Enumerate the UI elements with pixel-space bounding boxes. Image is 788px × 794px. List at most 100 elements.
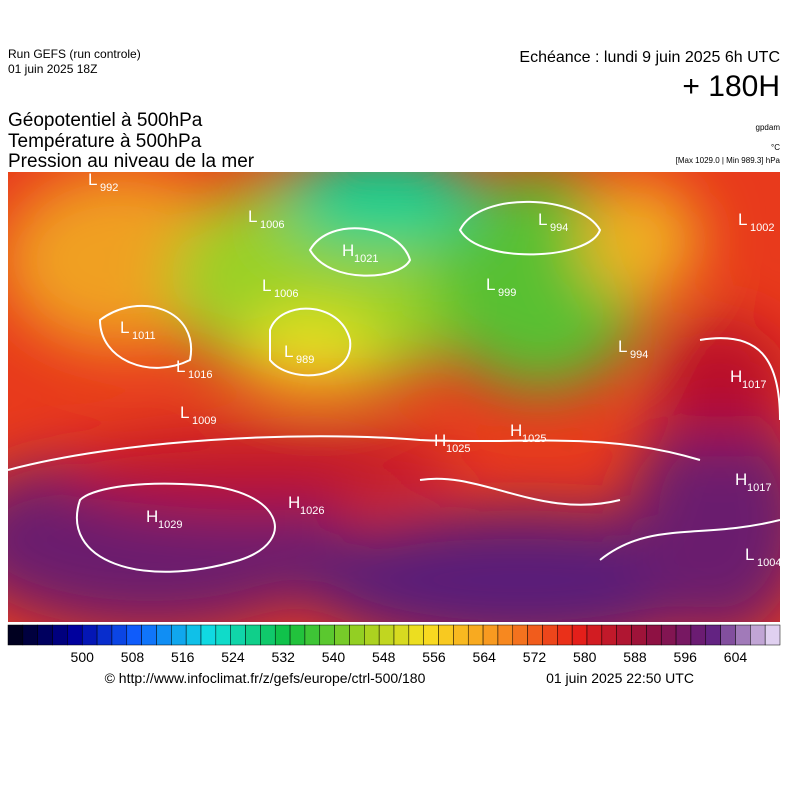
colorbar-tick-label: 532 (272, 649, 296, 665)
colorbar-tick-label: 588 (623, 649, 647, 665)
colorbar-swatch (81, 624, 98, 646)
echeance: Echéance : lundi 9 juin 2025 6h UTC (519, 49, 780, 66)
center-value: 999 (498, 287, 516, 299)
colorbar-swatch (557, 624, 573, 646)
unit-temperature: °C (771, 143, 780, 152)
center-value: 1017 (747, 482, 771, 494)
colorbar-tick-label: 540 (322, 649, 346, 665)
colorbar-tick-label: 604 (724, 649, 748, 665)
center-value: 1026 (300, 505, 324, 517)
center-value: 1006 (260, 219, 284, 231)
colorbar-swatch (408, 624, 424, 646)
unit-pressure: [Max 1029.0 | Min 989.3] hPa (676, 156, 781, 165)
colorbar-swatch (126, 624, 142, 646)
center-kind: L (538, 210, 547, 229)
center-value: 989 (296, 354, 314, 366)
colorbar-swatch (215, 624, 231, 646)
colorbar-tick-label: 524 (221, 649, 245, 665)
center-value: 994 (630, 349, 648, 361)
center-value: 1029 (158, 519, 182, 531)
center-kind: L (284, 342, 293, 361)
center-kind: H (510, 421, 522, 440)
colorbar-swatch (52, 624, 68, 646)
colorbar-tick-label: 580 (573, 649, 597, 665)
center-kind: L (180, 403, 189, 422)
center-kind: H (735, 470, 747, 489)
center-kind: H (146, 507, 158, 526)
source-url: © http://www.infoclimat.fr/z/gefs/europe… (105, 670, 426, 686)
center-value: 1025 (446, 443, 470, 455)
center-kind: L (248, 207, 257, 226)
colorbar-swatch (690, 624, 707, 646)
title-line: Géopotentiel à 500hPa (8, 110, 203, 131)
colorbar-swatch (334, 624, 350, 646)
isobars (8, 200, 780, 573)
center-value: 1002 (750, 222, 774, 234)
colorbar-swatch (378, 624, 395, 646)
colorbar-tick-label: 516 (171, 649, 195, 665)
colorbar-swatch (423, 624, 439, 646)
center-kind: H (730, 367, 742, 386)
colorbar-swatch (467, 624, 484, 646)
generated-time: 01 juin 2025 22:50 UTC (546, 670, 694, 686)
colorbar-swatch (156, 624, 172, 646)
center-value: 1021 (354, 253, 378, 265)
colorbar-swatch (289, 624, 306, 646)
colorbar-tick-label: 508 (121, 649, 145, 665)
colorbar-tick-label: 564 (473, 649, 497, 665)
center-value: 1009 (192, 415, 216, 427)
center-kind: L (176, 357, 185, 376)
center-value: 1016 (188, 369, 212, 381)
center-value: 992 (100, 182, 118, 194)
center-value: 1004 (757, 557, 781, 569)
colorbar-swatch (512, 624, 528, 646)
colorbar-swatch (111, 624, 128, 646)
colorbar-tick-label: 500 (71, 649, 95, 665)
colorbar-swatch (646, 624, 662, 646)
center-kind: H (342, 241, 354, 260)
colorbar: 500 508 516 524 532 540 548 556 564 572 580 588 596 6… (7, 624, 781, 665)
colorbar-swatch (527, 624, 543, 646)
colorbar-swatch (274, 624, 291, 646)
colorbar-swatch (200, 624, 217, 646)
map (8, 172, 780, 622)
center-kind: L (88, 170, 97, 189)
center-kind: L (618, 337, 627, 356)
unit-geopotential: gpdam (756, 123, 781, 132)
colorbar-swatch (764, 624, 781, 646)
center-kind: L (120, 318, 129, 337)
colorbar-swatch (7, 624, 24, 646)
colorbar-swatch (542, 624, 558, 646)
colorbar-swatch (304, 624, 321, 646)
colorbar-swatch (586, 624, 603, 646)
colorbar-swatch (37, 624, 53, 646)
colorbar-tick-label: 596 (674, 649, 698, 665)
colorbar-swatch (185, 624, 202, 646)
lead-time: + 180H (682, 70, 780, 103)
center-kind: L (745, 545, 754, 564)
colorbar-swatch (720, 624, 736, 646)
colorbar-swatch (750, 624, 766, 646)
title-line: Pression au niveau de la mer (8, 151, 255, 172)
colorbar-swatch (171, 624, 187, 646)
colorbar-swatch (735, 624, 751, 646)
colorbar-swatch (96, 624, 113, 646)
colorbar-swatch (230, 624, 246, 646)
colorbar-swatch (319, 624, 335, 646)
center-value: 1025 (522, 433, 546, 445)
center-kind: L (486, 275, 495, 294)
run-date: 01 juin 2025 18Z (8, 62, 97, 76)
center-value: 1006 (274, 288, 298, 300)
center-value: 1017 (742, 379, 766, 391)
colorbar-swatch (349, 624, 365, 646)
colorbar-swatch (705, 624, 721, 646)
colorbar-swatch (616, 624, 632, 646)
colorbar-swatch (601, 624, 617, 646)
center-kind: H (288, 493, 300, 512)
colorbar-swatch (453, 624, 469, 646)
center-value: 1011 (132, 330, 156, 342)
colorbar-swatch (245, 624, 261, 646)
colorbar-tick-label: 572 (523, 649, 547, 665)
